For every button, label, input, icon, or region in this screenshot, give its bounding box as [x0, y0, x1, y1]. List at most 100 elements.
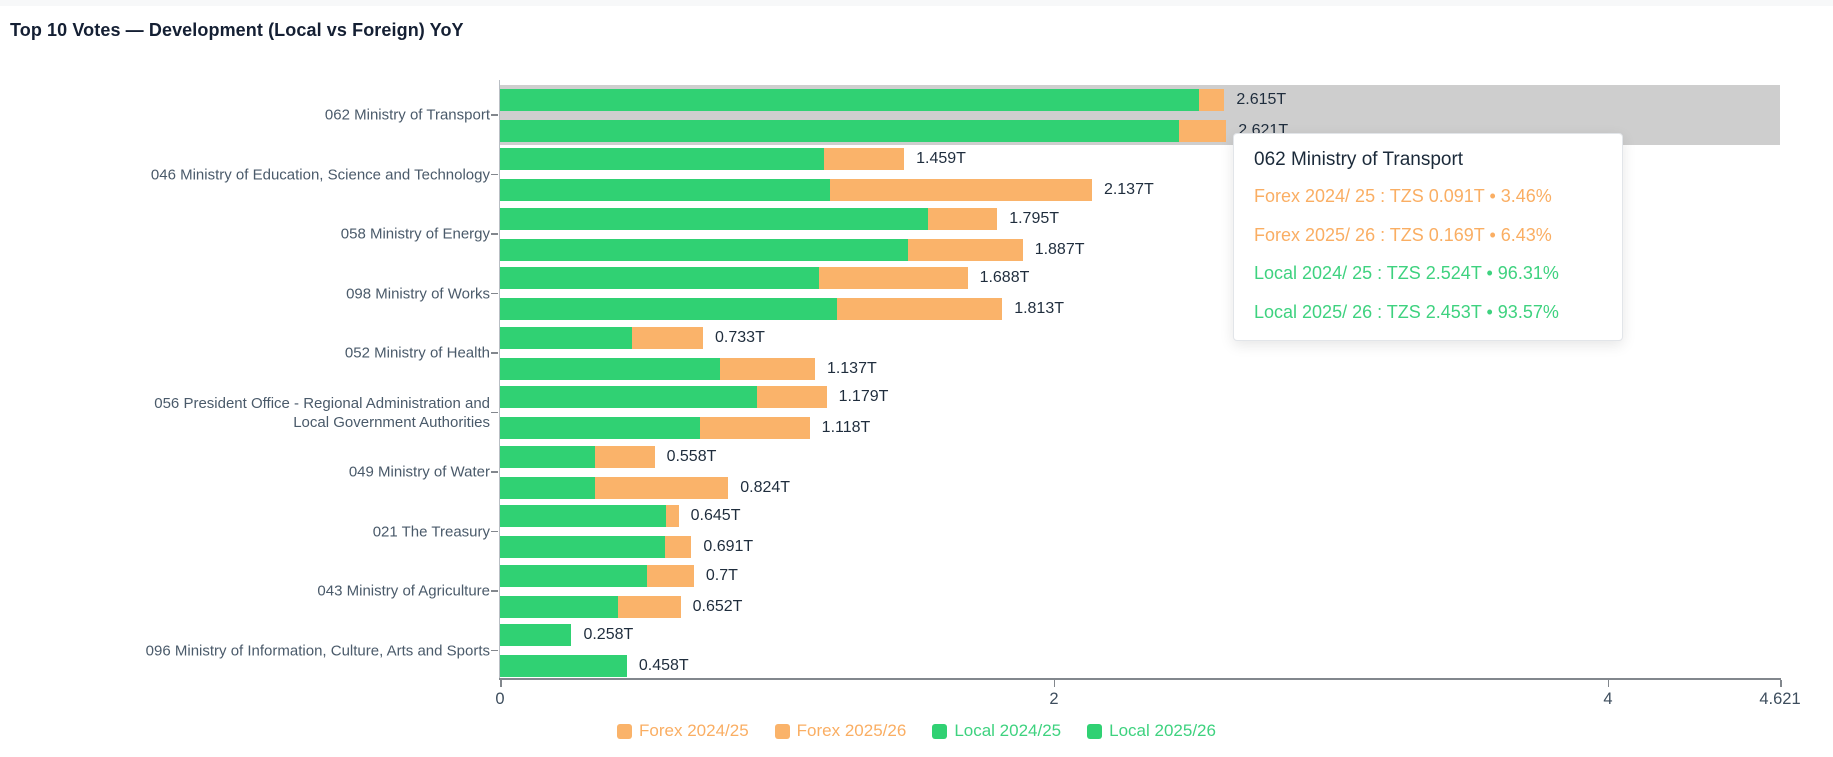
- bar-local-2024-25[interactable]: [500, 207, 928, 230]
- legend-item-forex-2024-25[interactable]: Forex 2024/25: [617, 721, 749, 741]
- category-tick: [491, 649, 498, 651]
- legend-label: Local 2025/26: [1109, 721, 1216, 740]
- bar-local-2025-26[interactable]: [500, 476, 595, 499]
- bar-local-2024-25[interactable]: [500, 326, 633, 349]
- bar-forex-2024-25[interactable]: [632, 326, 704, 349]
- value-label: 1.795T: [1009, 209, 1060, 227]
- legend-label: Forex 2025/26: [796, 721, 907, 740]
- bar-local-2025-26[interactable]: [500, 417, 700, 439]
- category-tick: [491, 411, 498, 413]
- bar-local-2024-25[interactable]: [500, 445, 595, 468]
- category-label: 021 The Treasury: [372, 523, 490, 540]
- value-label: 1.459T: [916, 150, 966, 167]
- category-tick: [491, 292, 498, 294]
- bar-local-2025-26[interactable]: [500, 357, 720, 380]
- category-tick: [491, 114, 498, 116]
- bar-local-2024-25[interactable]: [500, 386, 758, 408]
- tooltip-title: 062 Ministry of Transport: [1254, 149, 1464, 170]
- bar-local-2025-26[interactable]: [500, 179, 830, 201]
- chart-title: Top 10 Votes — Development (Local vs For…: [10, 20, 464, 40]
- bar-local-2024-25[interactable]: [500, 88, 1200, 111]
- value-label: 0.458T: [638, 657, 689, 674]
- legend-swatch: [617, 723, 633, 739]
- tooltip-row: Local 2024/ 25 : TZS 2.524T • 96.31%: [1254, 263, 1559, 283]
- bar-forex-2025-26[interactable]: [719, 357, 815, 380]
- tooltip-row: Forex 2025/ 26 : TZS 0.169T • 6.43%: [1254, 224, 1552, 245]
- value-label: 1.137T: [826, 359, 877, 377]
- x-axis-tick: [500, 680, 502, 687]
- bar-local-2024-25[interactable]: [500, 624, 572, 646]
- category-tick: [491, 352, 498, 354]
- bar-forex-2024-25[interactable]: [647, 564, 694, 587]
- y-axis-line: [499, 80, 500, 678]
- category-tick: [491, 173, 498, 175]
- category-tick: [491, 471, 498, 473]
- value-label: 0.691T: [703, 538, 754, 555]
- bar-local-2024-25[interactable]: [500, 148, 825, 170]
- value-label: 0.824T: [740, 478, 791, 496]
- x-axis-tick-label: 2: [1049, 690, 1059, 708]
- value-label: 1.118T: [821, 419, 871, 436]
- category-tick: [491, 233, 498, 235]
- bar-forex-2025-26[interactable]: [699, 417, 810, 439]
- value-label: 2.137T: [1103, 181, 1154, 198]
- value-label: 1.179T: [838, 388, 889, 405]
- bar-local-2025-26[interactable]: [500, 119, 1180, 142]
- x-axis-tick: [1053, 680, 1056, 687]
- bar-local-2025-26[interactable]: [500, 536, 666, 558]
- bar-forex-2024-25[interactable]: [757, 386, 827, 408]
- x-axis-tick: [1780, 680, 1782, 687]
- page-top-strip: [0, 0, 1833, 6]
- legend-label: Forex 2024/25: [639, 721, 749, 740]
- legend-item-local-2025-26[interactable]: Local 2025/26: [1087, 721, 1216, 741]
- bar-local-2024-25[interactable]: [500, 564, 648, 587]
- tooltip-row: Forex 2024/ 25 : TZS 0.091T • 3.46%: [1254, 186, 1552, 206]
- bar-forex-2024-25[interactable]: [595, 445, 655, 468]
- category-label: 098 Ministry of Works: [346, 285, 490, 302]
- tooltip-row: Local 2025/ 26 : TZS 2.453T • 93.57%: [1254, 301, 1559, 322]
- bar-forex-2025-26[interactable]: [908, 238, 1023, 261]
- legend: Forex 2024/25 Forex 2025/26 Local 2024/25 L…: [0, 721, 1833, 741]
- x-axis-tick: [1607, 680, 1610, 687]
- category-tick: [491, 590, 498, 592]
- legend-swatch: [774, 723, 790, 739]
- bar-local-2024-25[interactable]: [500, 505, 666, 527]
- category-label: 043 Ministry of Agriculture: [317, 582, 490, 600]
- value-label: 0.7T: [705, 566, 738, 584]
- bar-forex-2025-26[interactable]: [665, 536, 692, 558]
- bar-forex-2024-25[interactable]: [665, 505, 679, 527]
- category-label: 049 Ministry of Water: [348, 463, 490, 481]
- bar-forex-2025-26[interactable]: [829, 179, 1092, 201]
- category-label: 062 Ministry of Transport: [324, 106, 490, 124]
- tooltip: 062 Ministry of Transport Forex 2024/ 25…: [1233, 133, 1623, 341]
- value-label: 0.258T: [583, 626, 634, 643]
- value-label: 0.558T: [666, 447, 717, 465]
- value-label: 0.652T: [692, 597, 743, 615]
- legend-item-forex-2025-26[interactable]: Forex 2025/26: [774, 721, 907, 741]
- category-tick: [491, 530, 498, 532]
- value-label: 0.733T: [715, 328, 765, 346]
- value-label: 1.887T: [1034, 240, 1085, 258]
- bar-local-2025-26[interactable]: [500, 655, 627, 677]
- bar-forex-2025-26[interactable]: [1179, 119, 1227, 142]
- bar-forex-2025-26[interactable]: [595, 476, 729, 499]
- bar-forex-2024-25[interactable]: [819, 267, 968, 289]
- legend-label: Local 2024/25: [954, 721, 1062, 740]
- x-axis-line: [499, 678, 1781, 680]
- value-label: 1.688T: [979, 269, 1030, 286]
- legend-item-local-2024-25[interactable]: Local 2024/25: [932, 721, 1061, 741]
- bar-forex-2025-26[interactable]: [618, 595, 681, 618]
- legend-swatch: [1087, 723, 1103, 739]
- legend-swatch: [932, 723, 948, 739]
- bar-forex-2024-25[interactable]: [927, 207, 998, 230]
- bar-forex-2024-25[interactable]: [1199, 88, 1225, 111]
- value-label: 1.813T: [1014, 300, 1064, 317]
- bar-local-2025-26[interactable]: [500, 238, 908, 261]
- bar-forex-2024-25[interactable]: [824, 148, 905, 170]
- bar-local-2025-26[interactable]: [500, 298, 838, 320]
- bar-local-2025-26[interactable]: [500, 595, 618, 618]
- category-label: 052 Ministry of Health: [344, 344, 490, 362]
- bar-local-2024-25[interactable]: [500, 267, 820, 289]
- bar-forex-2025-26[interactable]: [837, 298, 1003, 320]
